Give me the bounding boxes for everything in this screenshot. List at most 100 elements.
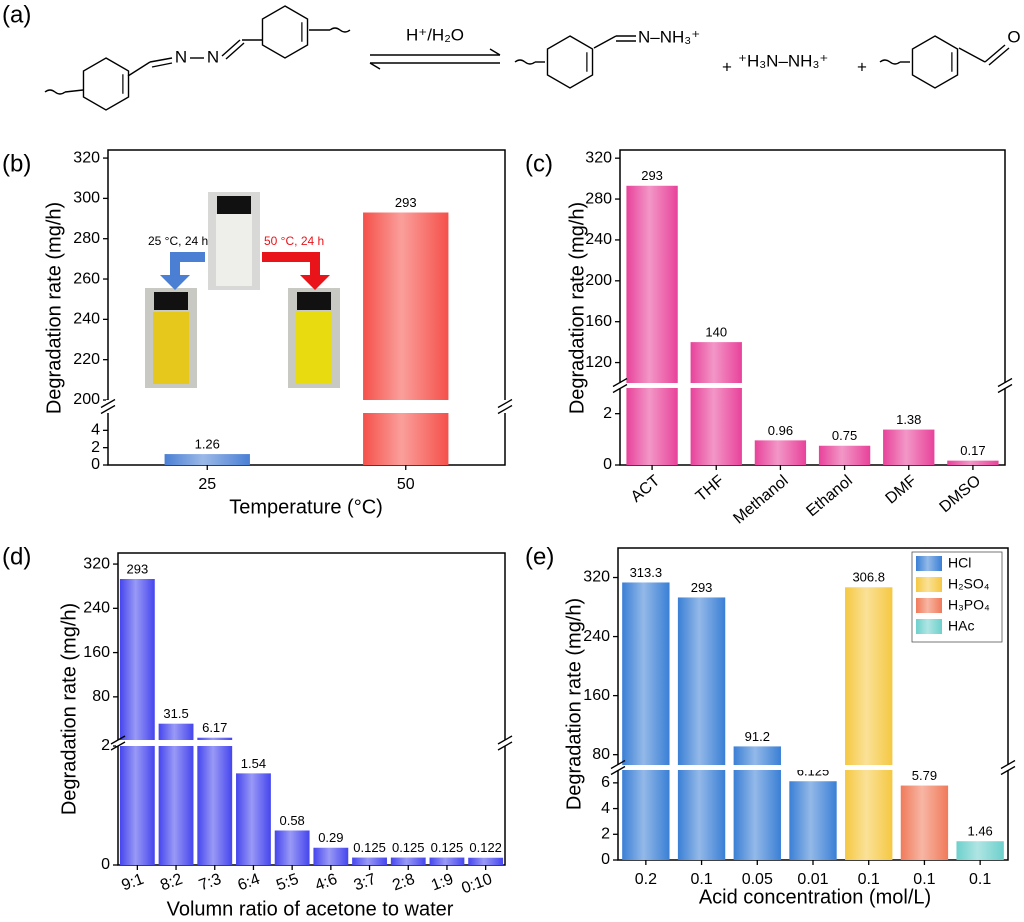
- break-mark: [997, 377, 1013, 388]
- bond: [64, 89, 84, 93]
- bar: [352, 857, 387, 865]
- x-tick-label: 25: [198, 476, 216, 493]
- reagent: H⁺/H₂O: [406, 25, 464, 44]
- value-label: 0.75: [832, 428, 857, 443]
- plus: +: [722, 57, 732, 76]
- break-mark: [1000, 765, 1016, 776]
- value-label: 0.122: [469, 840, 502, 855]
- vial: [216, 214, 252, 286]
- value-label: 1.26: [195, 437, 220, 452]
- x-tick-label: 0.2: [635, 871, 657, 888]
- bond: [988, 47, 1010, 66]
- x-tick-label: DMSO: [937, 472, 985, 516]
- vial-cap: [217, 196, 251, 214]
- value-label: 293: [691, 580, 713, 595]
- value-label: 0.96: [768, 423, 793, 438]
- wavy-bond: [879, 59, 901, 65]
- break-mark: [1000, 759, 1016, 770]
- x-tick-label: 9:1: [119, 871, 146, 895]
- break-mark: [497, 404, 513, 415]
- value-label: 91.2: [745, 729, 770, 744]
- bar: [626, 185, 678, 465]
- bar: [947, 460, 999, 465]
- wavy-bond: [329, 27, 351, 33]
- axis-break: [106, 400, 507, 413]
- value-label: 31.5: [163, 706, 188, 721]
- axis-break: [616, 765, 1010, 770]
- x-tick-label: 0.05: [742, 871, 773, 888]
- y-tick-label: 300: [73, 190, 100, 207]
- y-tick-label: 320: [585, 149, 612, 166]
- y-tick-label: 120: [585, 354, 612, 371]
- value-label: 293: [641, 168, 663, 183]
- x-tick-label: 5:5: [274, 871, 301, 895]
- break-mark: [497, 741, 513, 751]
- x-axis-title: Temperature (°C): [229, 496, 383, 518]
- y-tick-label: 80: [592, 746, 610, 763]
- y-tick-label: 160: [83, 644, 110, 661]
- legend-label: H₂SO₄: [948, 576, 990, 592]
- bond: [225, 42, 245, 60]
- bar: [313, 847, 349, 865]
- x-tick-label: 50: [397, 476, 415, 493]
- break-mark: [610, 759, 626, 770]
- bar: [677, 597, 726, 860]
- x-tick-label: 6:4: [236, 871, 263, 895]
- y-tick-label: 260: [73, 270, 100, 287]
- legend-label: H₃PO₄: [948, 597, 990, 613]
- y-tick-label: 240: [585, 231, 612, 248]
- y-tick-label: 2: [601, 826, 610, 843]
- y-tick-label: 0: [91, 456, 100, 473]
- hydrazine: ⁺H₃N–NH₃⁺: [738, 51, 828, 70]
- bond: [221, 39, 241, 57]
- bar: [197, 737, 233, 865]
- bar: [158, 723, 194, 865]
- value-label: 0.125: [431, 840, 464, 855]
- break-mark: [612, 383, 628, 394]
- y-tick-label: 160: [585, 313, 612, 330]
- atom: N: [175, 47, 187, 66]
- arrow: [369, 62, 381, 70]
- legend-label: HCl: [948, 555, 971, 571]
- x-tick-label: Methanol: [730, 472, 791, 527]
- atom: N: [207, 47, 219, 66]
- vial: [153, 312, 189, 384]
- y-tick-label: 2: [101, 737, 110, 754]
- bar: [363, 212, 449, 465]
- y-tick-label: 80: [92, 688, 110, 705]
- legend-swatch: [916, 577, 942, 592]
- y-tick-label: 320: [83, 555, 110, 572]
- benzene-ring: [911, 35, 959, 89]
- x-tick-label: 7:3: [197, 871, 224, 895]
- bar: [733, 746, 781, 860]
- bond: [127, 61, 151, 77]
- y-axis-title: Degradation rate (mg/h): [563, 598, 585, 810]
- bar: [390, 857, 426, 865]
- legend-swatch: [916, 556, 942, 571]
- value-label: 1.54: [241, 756, 266, 771]
- y-tick-label: 160: [583, 687, 610, 704]
- panel-label: (a): [2, 1, 31, 28]
- value-label: 293: [395, 195, 417, 210]
- plus: +: [857, 57, 867, 76]
- plot-frame: [619, 149, 1006, 466]
- y-tick-label: 200: [585, 272, 612, 289]
- panel-label: (d): [2, 543, 31, 570]
- y-tick-label: 320: [583, 569, 610, 586]
- x-tick-label: 3:7: [352, 871, 379, 895]
- bar: [845, 587, 893, 860]
- x-tick-label: 0.1: [969, 871, 991, 888]
- x-tick-label: Ethanol: [803, 472, 856, 520]
- bar: [690, 342, 742, 465]
- y-tick-label: 240: [73, 311, 100, 328]
- y-tick-label: 200: [73, 391, 100, 408]
- legend-swatch: [916, 619, 942, 634]
- bar: [119, 579, 155, 865]
- value-label: 6.17: [202, 720, 227, 735]
- x-tick-label: 0.01: [797, 871, 828, 888]
- value-label: 0.125: [353, 840, 386, 855]
- bar: [818, 445, 871, 465]
- bar: [789, 781, 837, 860]
- panel-label: (c): [525, 150, 553, 177]
